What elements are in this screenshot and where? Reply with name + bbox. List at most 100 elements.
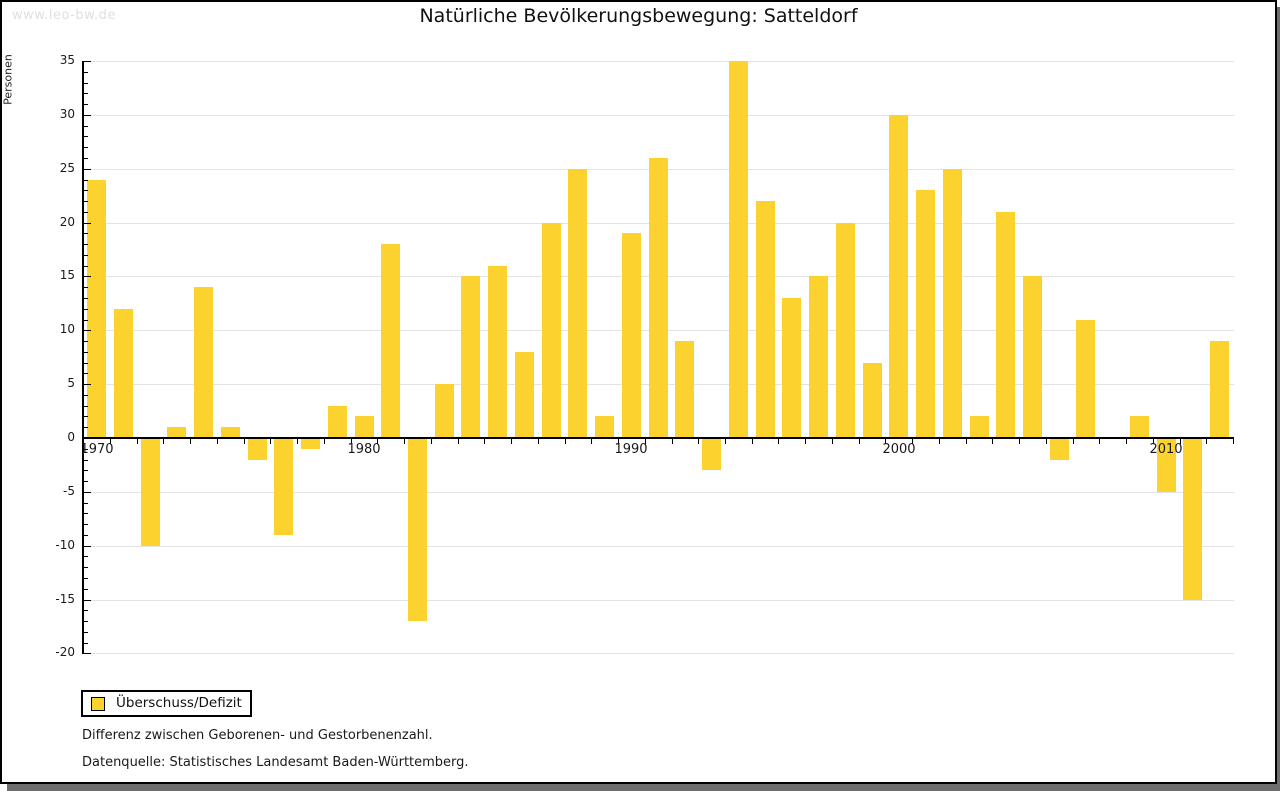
x-tick-1 (110, 439, 111, 444)
bar-1971 (114, 309, 133, 437)
y-tick-19 (84, 233, 88, 234)
x-tick-14 (458, 439, 459, 444)
y-tick-27 (84, 147, 88, 148)
bar-2009 (1130, 416, 1149, 437)
x-tick-40 (1153, 439, 1154, 444)
x-tick-5 (217, 439, 218, 444)
x-tick-label-1990: 1990 (614, 442, 648, 457)
y-tick-4 (84, 395, 88, 396)
y-tick-label--5: -5 (63, 484, 75, 498)
bar-1998 (836, 223, 855, 437)
x-tick-28 (832, 439, 833, 444)
y-tick-35 (84, 61, 91, 62)
x-tick-16 (511, 439, 512, 444)
bar-1986 (515, 352, 534, 437)
x-tick-12 (404, 439, 405, 444)
gridline-y--5 (82, 492, 1234, 493)
gridline-y--15 (82, 600, 1234, 601)
y-tick-30 (84, 115, 91, 116)
x-tick-39 (1126, 439, 1127, 444)
bar-2003 (970, 416, 989, 437)
bar-2006 (1050, 439, 1069, 460)
bar-2000 (889, 115, 908, 437)
y-tick-20 (84, 223, 91, 224)
bar-1995 (756, 201, 775, 437)
gridline-y--20 (82, 653, 1234, 654)
bar-2004 (996, 212, 1015, 437)
y-tick-label--20: -20 (55, 645, 75, 659)
x-tick-35 (1019, 439, 1020, 444)
y-tick--17 (84, 621, 88, 622)
x-tick-38 (1099, 439, 1100, 444)
y-tick-24 (84, 180, 88, 181)
y-tick--9 (84, 535, 88, 536)
y-tick-31 (84, 104, 88, 105)
x-tick-label-1970: 1970 (80, 442, 114, 457)
x-tick-label-2010: 2010 (1149, 442, 1183, 457)
gridline-y-35 (82, 61, 1234, 62)
y-tick--2 (84, 460, 88, 461)
x-tick-31 (912, 439, 913, 444)
y-tick-10 (84, 330, 91, 331)
bar-1985 (488, 266, 507, 437)
y-tick--14 (84, 589, 88, 590)
bar-1994 (729, 61, 748, 437)
y-tick-3 (84, 406, 88, 407)
y-tick--6 (84, 503, 88, 504)
y-tick-0 (84, 438, 91, 439)
x-axis-line (82, 437, 1234, 439)
bar-1975 (221, 427, 240, 437)
y-tick-2 (84, 416, 88, 417)
footnote-datasource: Datenquelle: Statistisches Landesamt Bad… (82, 755, 469, 770)
y-tick--11 (84, 556, 88, 557)
x-tick-34 (992, 439, 993, 444)
y-tick-17 (84, 255, 88, 256)
y-tick-26 (84, 158, 88, 159)
y-tick--19 (84, 643, 88, 644)
y-tick-33 (84, 83, 88, 84)
x-tick-label-1980: 1980 (347, 442, 381, 457)
x-tick-15 (484, 439, 485, 444)
x-tick-21 (645, 439, 646, 444)
x-tick-19 (591, 439, 592, 444)
x-tick-32 (939, 439, 940, 444)
y-tick--20 (84, 653, 91, 654)
gridline-y--10 (82, 546, 1234, 547)
y-tick--18 (84, 632, 88, 633)
x-tick-17 (538, 439, 539, 444)
y-tick-34 (84, 72, 88, 73)
x-tick-10 (351, 439, 352, 444)
x-tick-29 (859, 439, 860, 444)
y-tick-label--15: -15 (55, 592, 75, 606)
y-tick-label-25: 25 (59, 161, 75, 175)
x-tick-22 (672, 439, 673, 444)
y-tick-label-0: 0 (67, 430, 75, 444)
y-tick--5 (84, 492, 91, 493)
bar-2002 (943, 169, 962, 437)
y-tick-label-35: 35 (59, 53, 75, 67)
x-tick-42 (1206, 439, 1207, 444)
y-tick-label-5: 5 (67, 376, 75, 390)
y-tick-23 (84, 190, 88, 191)
bar-1988 (568, 169, 587, 437)
bar-1997 (809, 276, 828, 437)
y-tick-22 (84, 201, 88, 202)
y-tick-15 (84, 276, 91, 277)
y-tick-28 (84, 136, 88, 137)
y-tick-13 (84, 298, 88, 299)
x-tick-6 (244, 439, 245, 444)
x-tick-30 (885, 439, 886, 444)
x-tick-27 (805, 439, 806, 444)
y-tick--13 (84, 578, 88, 579)
x-tick-26 (778, 439, 779, 444)
bar-1993 (702, 439, 721, 470)
y-tick-18 (84, 244, 88, 245)
y-tick-9 (84, 341, 88, 342)
x-tick-3 (163, 439, 164, 444)
bar-1996 (782, 298, 801, 437)
bar-1984 (461, 276, 480, 437)
x-tick-label-2000: 2000 (882, 442, 916, 457)
bar-1972 (141, 439, 160, 546)
bar-1981 (381, 244, 400, 437)
